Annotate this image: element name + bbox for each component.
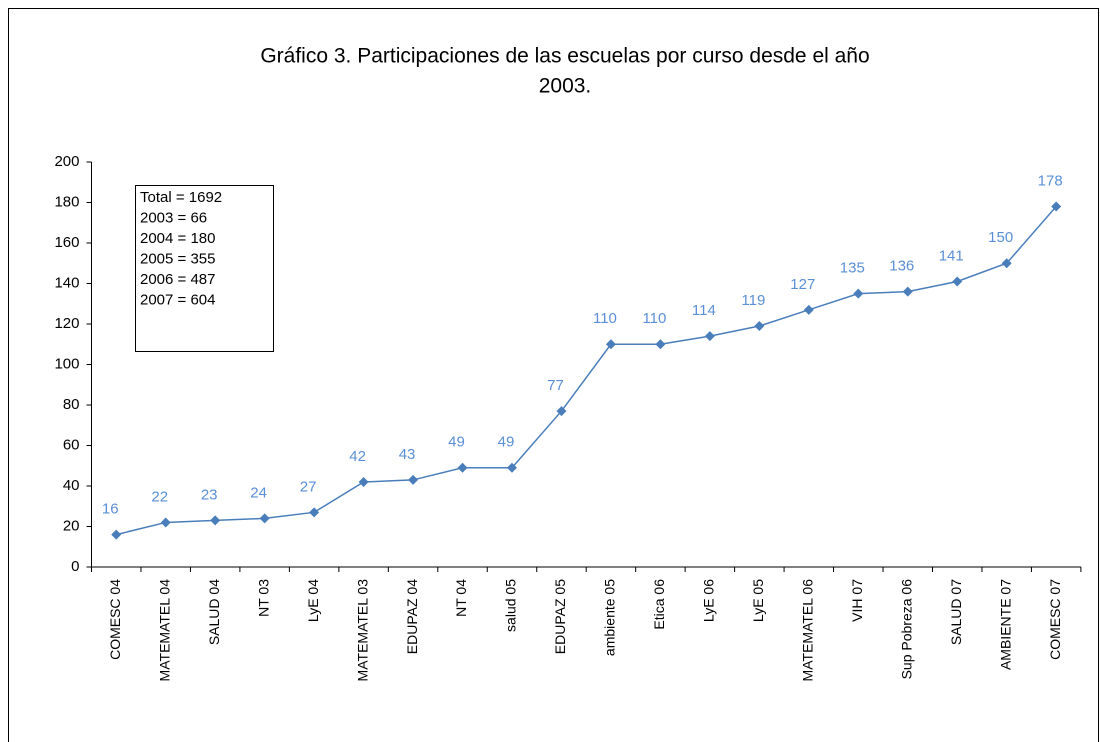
y-tick-label: 60 <box>63 436 80 453</box>
annotation-box <box>135 185 274 352</box>
marker <box>506 462 517 473</box>
marker <box>556 406 567 417</box>
annotation-line: 2005 = 355 <box>140 250 216 267</box>
marker <box>754 321 765 332</box>
marker <box>358 476 369 487</box>
data-label: 16 <box>102 501 119 518</box>
data-label: 119 <box>741 292 765 309</box>
x-tick-label: EDUPAZ 04 <box>404 579 420 654</box>
annotation-line: 2006 = 487 <box>140 271 216 288</box>
data-label: 24 <box>250 484 267 501</box>
marker <box>704 331 715 342</box>
x-tick-label: VIH 07 <box>849 579 865 622</box>
x-tick-label: SALUD 07 <box>948 579 964 645</box>
marker <box>803 304 814 315</box>
y-tick-label: 180 <box>54 193 79 210</box>
marker <box>408 474 419 485</box>
chart-title: Gráfico 3. Participaciones de las escuel… <box>260 45 869 68</box>
x-tick-label: salud 05 <box>503 579 519 632</box>
data-label: 127 <box>790 276 815 293</box>
x-tick-label: MATEMATEL 04 <box>156 579 172 682</box>
y-tick-label: 20 <box>63 517 80 534</box>
annotation-line: Total = 1692 <box>140 189 222 206</box>
marker <box>309 507 320 518</box>
x-tick-label: SALUD 04 <box>206 579 222 645</box>
x-tick-label: ambiente 05 <box>602 579 618 656</box>
marker <box>111 529 122 540</box>
line <box>116 206 1057 536</box>
x-tick-label: NT 04 <box>453 579 469 617</box>
data-label: 110 <box>642 310 666 327</box>
annotation-line: 2004 = 180 <box>140 230 216 247</box>
marker <box>160 517 171 528</box>
data-label: 135 <box>840 260 865 277</box>
y-tick-label: 120 <box>54 315 79 332</box>
annotation-line: 2003 = 66 <box>140 209 207 226</box>
data-label: 49 <box>498 434 515 451</box>
data-label: 150 <box>988 229 1013 246</box>
x-tick-label: COMESC 04 <box>107 579 123 660</box>
x-tick-label: LyE 05 <box>750 579 766 622</box>
chart-title: 2003. <box>539 75 592 98</box>
data-label: 49 <box>448 434 465 451</box>
x-tick-label: MATEMATEL 03 <box>354 579 370 682</box>
chart-border <box>8 8 1099 742</box>
data-label: 27 <box>300 478 317 495</box>
marker <box>1051 201 1062 212</box>
x-tick-label: LyE 06 <box>701 579 717 622</box>
data-label: 23 <box>201 486 218 503</box>
y-tick-label: 160 <box>54 234 79 251</box>
x-tick-label: Etica 06 <box>651 579 667 630</box>
data-label: 110 <box>593 310 617 327</box>
x-tick-label: COMESC 07 <box>1047 579 1063 660</box>
data-label: 22 <box>151 488 168 505</box>
marker <box>853 288 864 299</box>
y-tick-label: 140 <box>54 274 79 291</box>
marker <box>457 462 468 473</box>
x-tick-label: LyE 04 <box>305 579 321 622</box>
y-tick-label: 0 <box>71 558 79 575</box>
marker <box>259 513 270 524</box>
x-tick-label: EDUPAZ 05 <box>552 579 568 654</box>
marker <box>210 515 221 526</box>
y-tick-label: 40 <box>63 477 80 494</box>
marker <box>1001 258 1012 269</box>
marker <box>605 339 616 350</box>
data-label: 114 <box>692 302 716 319</box>
data-label: 136 <box>889 258 914 275</box>
marker <box>902 286 913 297</box>
data-label: 43 <box>399 446 416 463</box>
data-label: 141 <box>939 247 964 264</box>
data-label: 178 <box>1038 173 1063 190</box>
y-tick-label: 100 <box>54 355 79 372</box>
y-tick-label: 80 <box>63 396 80 413</box>
data-label: 77 <box>547 377 564 394</box>
y-tick-label: 200 <box>54 153 79 170</box>
x-tick-label: Sup Pobreza 06 <box>898 579 914 680</box>
x-tick-label: MATEMATEL 06 <box>800 579 816 682</box>
marker <box>655 339 666 350</box>
x-tick-label: AMBIENTE 07 <box>997 579 1013 670</box>
marker <box>952 276 963 287</box>
annotation-line: 2007 = 604 <box>140 291 216 308</box>
data-label: 42 <box>349 448 366 465</box>
x-tick-label: NT 03 <box>255 579 271 617</box>
